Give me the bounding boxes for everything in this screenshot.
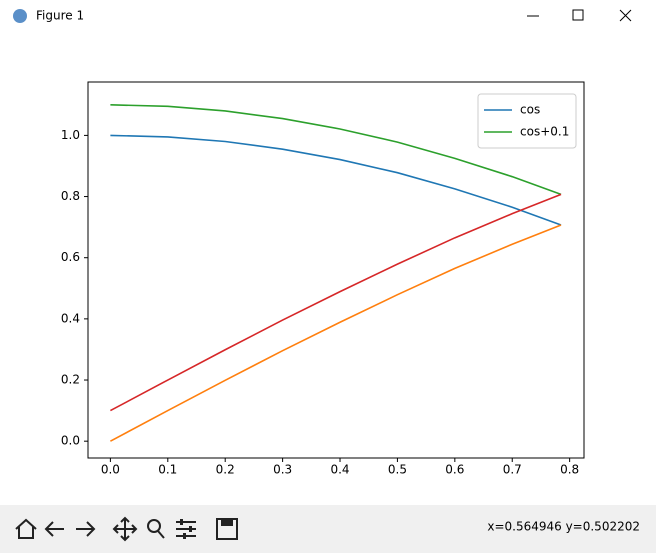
configure-button[interactable] <box>176 519 196 539</box>
y-tick-label: 1.0 <box>61 128 80 142</box>
zoom-button[interactable] <box>147 519 165 539</box>
window-icon <box>13 9 27 23</box>
toolbar <box>0 505 656 553</box>
line-series <box>110 104 562 196</box>
legend-frame <box>477 93 577 149</box>
y-tick-label: 0.6 <box>61 250 80 264</box>
y-tick-label: 0.4 <box>61 311 80 325</box>
x-tick-label: 0.8 <box>560 463 579 477</box>
x-tick-label: 0.5 <box>388 463 407 477</box>
close-button[interactable] <box>619 9 632 22</box>
x-tick-label: 0.4 <box>330 463 349 477</box>
x-tick-label: 0.0 <box>101 463 120 477</box>
x-tick-label: 0.7 <box>503 463 522 477</box>
forward-button[interactable] <box>76 521 96 537</box>
maximize-button[interactable] <box>572 9 584 21</box>
back-button[interactable] <box>44 521 64 537</box>
line-series <box>110 224 562 442</box>
window-title: Figure 1 <box>36 9 84 23</box>
home-button[interactable] <box>15 518 37 539</box>
y-tick-label: 0.0 <box>61 434 80 448</box>
line-series <box>110 193 562 412</box>
y-tick-label: 0.2 <box>61 373 80 387</box>
plot-frame <box>87 81 585 459</box>
legend-label: cos+0.1 <box>520 125 569 139</box>
save-button[interactable] <box>216 518 238 540</box>
x-tick-label: 0.3 <box>273 463 292 477</box>
legend-label: cos <box>520 103 540 117</box>
x-tick-label: 0.1 <box>158 463 177 477</box>
line-series <box>110 134 562 226</box>
y-tick-label: 0.8 <box>61 189 80 203</box>
x-tick-label: 0.2 <box>216 463 235 477</box>
pan-button[interactable] <box>112 516 138 542</box>
cursor-status: x=0.564946 y=0.502202 <box>487 520 640 534</box>
x-tick-label: 0.6 <box>445 463 464 477</box>
